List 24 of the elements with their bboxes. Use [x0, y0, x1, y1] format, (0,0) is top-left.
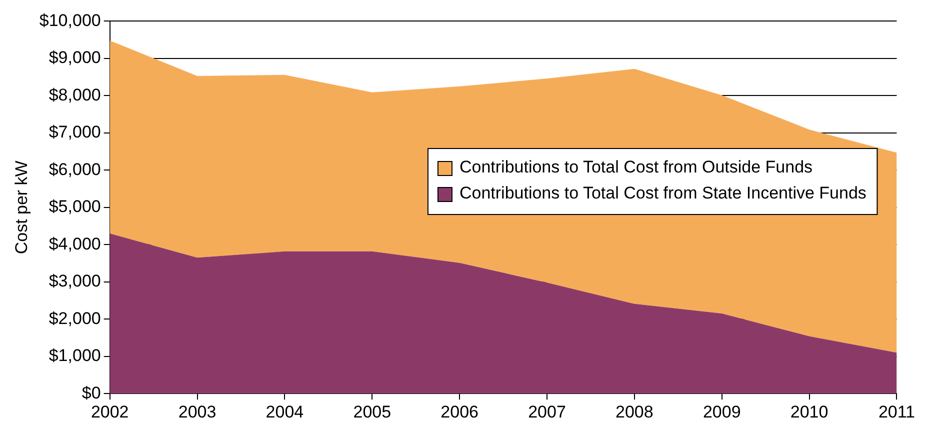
y-tick-label: $9,000	[48, 48, 101, 68]
x-tick-label: 2005	[353, 402, 392, 422]
x-tick-label: 2011	[878, 402, 916, 422]
x-tick-label: 2004	[266, 402, 304, 422]
x-tick-label: 2003	[178, 402, 216, 422]
legend-label: Contributions to Total Cost from State Incentive Funds	[459, 184, 866, 203]
y-tick-label: $2,000	[48, 308, 101, 328]
y-tick-label: $4,000	[48, 234, 101, 254]
y-tick-label: $3,000	[48, 272, 101, 291]
x-tick-label: 2010	[790, 402, 828, 422]
y-tick-label: $10,000	[39, 10, 101, 30]
y-tick-label: $6,000	[48, 160, 101, 179]
y-tick-label: $1,000	[48, 346, 101, 366]
y-tick-label: $8,000	[48, 85, 101, 104]
y-tick-label: $5,000	[48, 197, 101, 216]
y-tick-label: $7,000	[48, 122, 101, 142]
y-tick-label: $0	[82, 383, 101, 402]
x-tick-label: 2008	[616, 402, 654, 422]
x-tick-label: 2007	[528, 402, 566, 422]
x-tick-label: 2009	[702, 402, 741, 422]
x-tick-label: 2002	[90, 402, 129, 422]
x-tick-label: 2006	[440, 402, 478, 422]
y-axis-title: Cost per kW	[12, 160, 31, 254]
legend-label: Contributions to Total Cost from Outside Funds	[459, 158, 813, 177]
